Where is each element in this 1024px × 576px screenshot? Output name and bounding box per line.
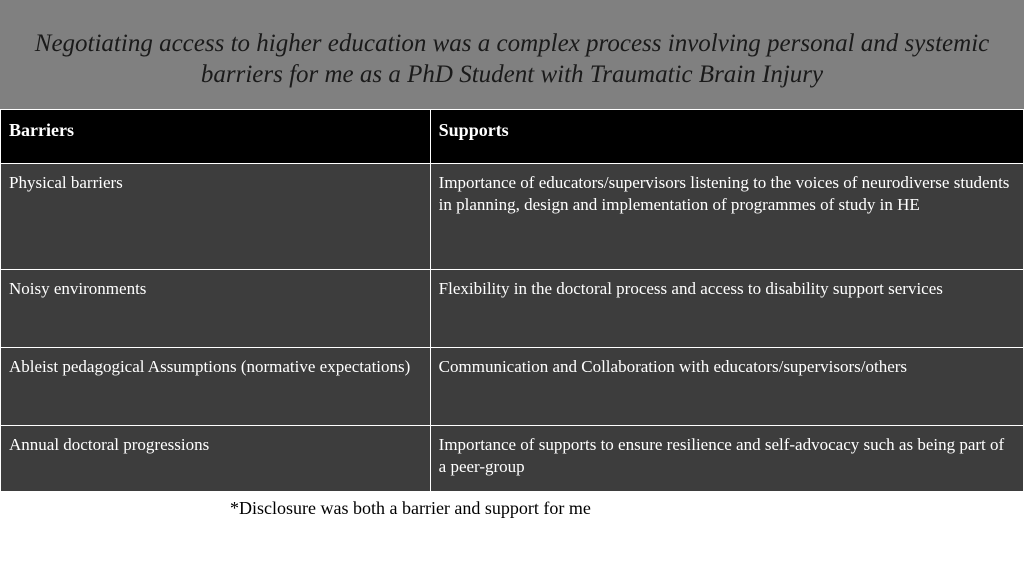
cell-support: Communication and Collaboration with edu… [430, 347, 1023, 425]
slide: Negotiating access to higher education w… [0, 0, 1024, 576]
header-supports: Supports [430, 109, 1023, 163]
table-row: Physical barriers Importance of educator… [1, 163, 1024, 269]
cell-support: Importance of educators/supervisors list… [430, 163, 1023, 269]
cell-barrier: Annual doctoral progressions [1, 425, 431, 491]
slide-title: Negotiating access to higher education w… [24, 28, 1000, 91]
footnote: *Disclosure was both a barrier and suppo… [0, 492, 1024, 519]
cell-support: Importance of supports to ensure resilie… [430, 425, 1023, 491]
cell-support: Flexibility in the doctoral process and … [430, 269, 1023, 347]
table-row: Annual doctoral progressions Importance … [1, 425, 1024, 491]
cell-barrier: Ableist pedagogical Assumptions (normati… [1, 347, 431, 425]
header-barriers: Barriers [1, 109, 431, 163]
table-row: Noisy environments Flexibility in the do… [1, 269, 1024, 347]
cell-barrier: Noisy environments [1, 269, 431, 347]
title-region: Negotiating access to higher education w… [0, 0, 1024, 109]
table-header-row: Barriers Supports [1, 109, 1024, 163]
table-row: Ableist pedagogical Assumptions (normati… [1, 347, 1024, 425]
barriers-supports-table: Barriers Supports Physical barriers Impo… [0, 109, 1024, 492]
cell-barrier: Physical barriers [1, 163, 431, 269]
